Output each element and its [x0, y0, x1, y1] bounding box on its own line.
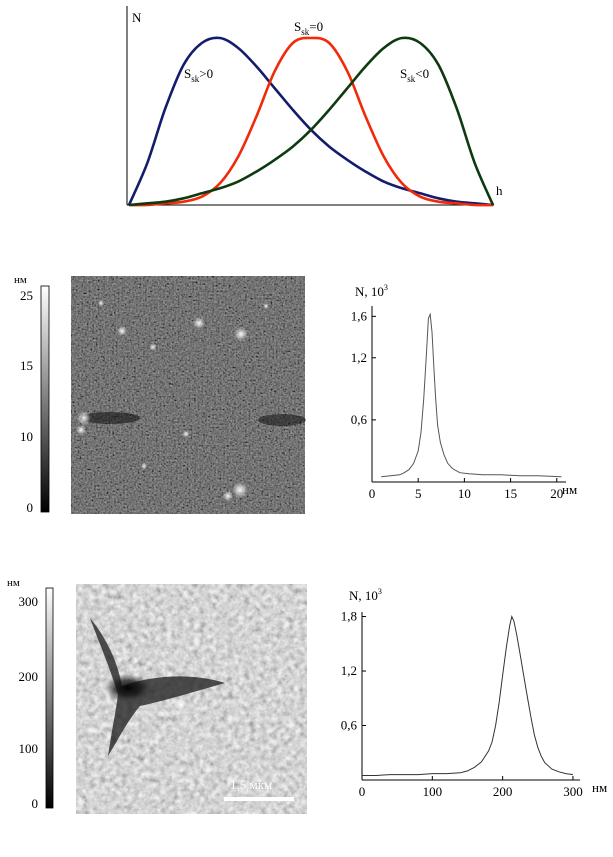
y-axis-label: N, 103 [355, 283, 388, 299]
scale-label: 100 [19, 741, 39, 756]
curve-series-2 [128, 36, 495, 207]
histogram-2: N, 103 0 100 200 300 0,6 1,2 1,8 нм [341, 587, 607, 799]
x-tick-label: 15 [504, 486, 517, 501]
scale-bar-label: 1,5 мкм [230, 777, 272, 792]
histogram-1: N, 103 0 5 10 15 20 0,6 1,2 1,6 нм [351, 283, 577, 501]
afm-image-1 [71, 276, 306, 514]
scale-label: 15 [20, 358, 33, 373]
x-tick-label: 5 [415, 486, 422, 501]
scale-label: 10 [20, 429, 33, 444]
y-tick-label: 1,6 [351, 308, 368, 323]
scale-bar [224, 797, 294, 801]
curve-series-1 [128, 36, 494, 207]
histogram-curve [381, 312, 562, 478]
scale-label: 0 [27, 500, 34, 515]
x-tick-label: 0 [359, 784, 366, 799]
y-tick-label: 1,2 [351, 350, 367, 365]
y-tick-label: 1,2 [341, 663, 357, 678]
x-tick-label: 200 [493, 784, 513, 799]
gray-scale-bar [45, 587, 54, 809]
series-label-positive-skew: Ssk>0 [184, 66, 213, 84]
afm-panel-1: нм 25 15 10 0 [14, 274, 306, 515]
x-axis-unit: нм [562, 482, 577, 497]
scale-label: 200 [19, 669, 39, 684]
x-tick-label: 100 [423, 784, 443, 799]
y-tick-label: 0,6 [351, 412, 368, 427]
y-tick-label: 0,6 [341, 718, 358, 733]
afm-image-2: 1,5 мкм [76, 584, 307, 814]
afm-panel-2: нм 300 200 100 0 1,5 мкм [7, 577, 307, 814]
x-tick-label: 20 [550, 486, 563, 501]
x-axis-unit: нм [592, 780, 607, 795]
series-label-zero-skew: Ssk=0 [294, 19, 323, 37]
x-axis-label: h [496, 183, 503, 198]
histogram-curve [362, 614, 574, 776]
y-axis-label: N, 103 [349, 587, 382, 603]
gray-scale-bar [40, 285, 50, 513]
x-tick-label: 300 [563, 784, 583, 799]
x-tick-label: 0 [369, 486, 376, 501]
y-axis-label: N [132, 10, 142, 25]
scale-unit-label: нм [7, 577, 20, 589]
y-tick-label: 1,8 [341, 609, 357, 624]
series-label-negative-skew: Ssk<0 [400, 66, 429, 84]
scale-label: 0 [32, 796, 39, 811]
scale-unit-label: нм [14, 274, 27, 286]
scale-label: 25 [20, 288, 33, 303]
x-tick-label: 10 [458, 486, 471, 501]
skewness-chart: N h Ssk>0 Ssk=0 Ssk<0 [126, 6, 503, 207]
scale-label: 300 [19, 594, 39, 609]
